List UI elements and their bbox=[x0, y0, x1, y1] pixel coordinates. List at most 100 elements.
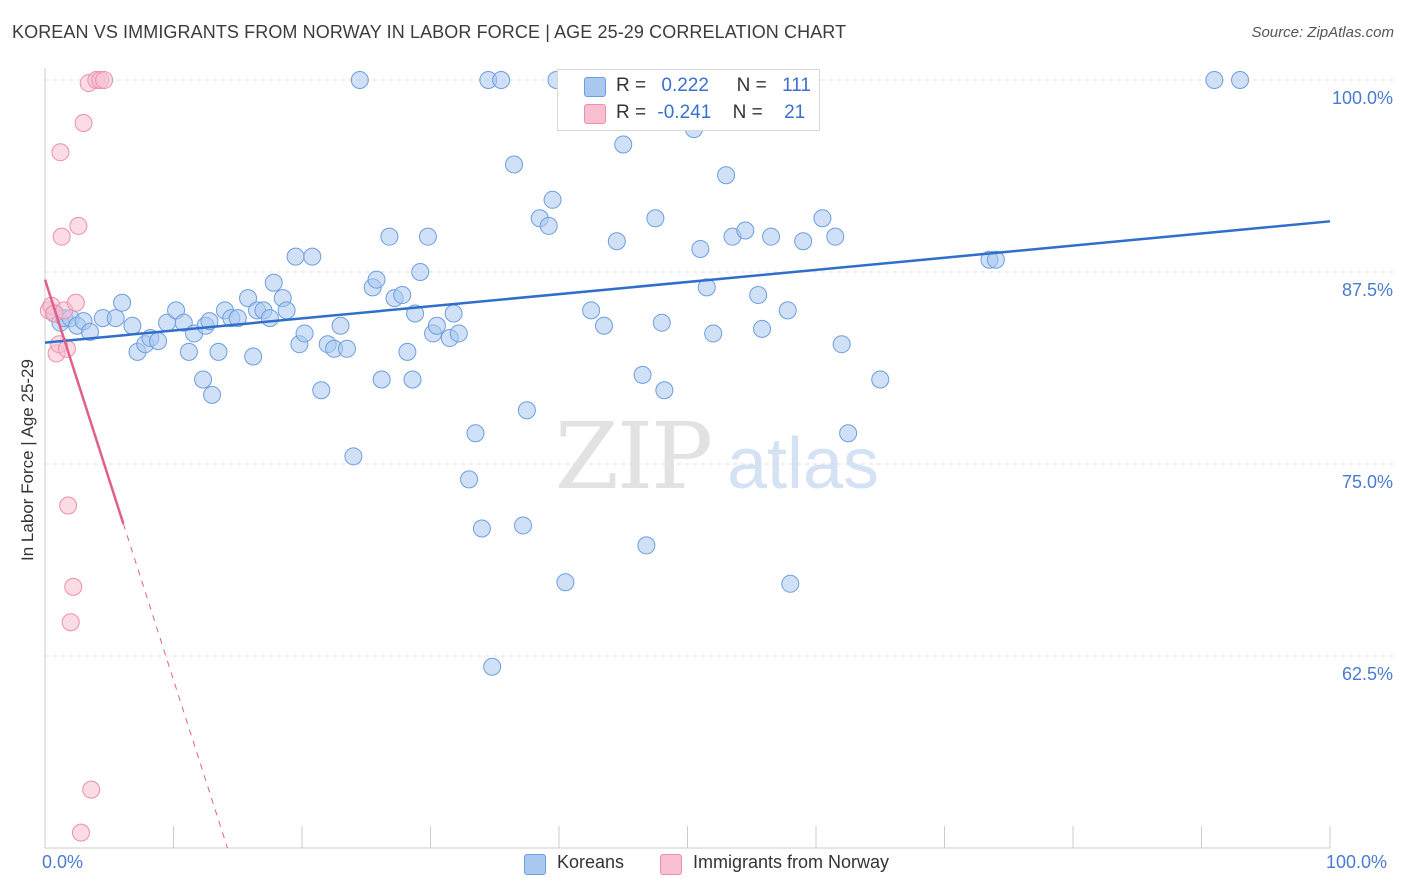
legend-item-koreans[interactable]: Koreans bbox=[524, 852, 624, 875]
n-value: 111 bbox=[782, 75, 811, 96]
axes bbox=[44, 68, 1331, 849]
norway-point bbox=[82, 780, 101, 799]
r-value: -0.241 bbox=[657, 102, 712, 123]
trend-lines bbox=[43, 220, 1331, 849]
korean-point bbox=[483, 657, 502, 676]
korean-point bbox=[286, 247, 305, 266]
r-value: 0.222 bbox=[661, 75, 709, 96]
korean-point bbox=[179, 342, 198, 361]
n-label: N = bbox=[732, 102, 763, 123]
korean-point bbox=[123, 316, 142, 335]
korean-point bbox=[203, 385, 222, 404]
korean-point bbox=[312, 381, 331, 400]
koreans-points bbox=[46, 71, 1250, 676]
korean-point bbox=[418, 227, 437, 246]
korean-point bbox=[239, 289, 258, 308]
y-tick-label: 62.5% bbox=[1342, 664, 1393, 684]
r-label: R = bbox=[616, 75, 647, 96]
korean-point bbox=[113, 293, 132, 312]
chart-title: KOREAN VS IMMIGRANTS FROM NORWAY IN LABO… bbox=[12, 22, 847, 42]
korean-point bbox=[1205, 71, 1224, 89]
korean-point bbox=[411, 263, 430, 281]
korean-point bbox=[778, 301, 797, 320]
norway-points bbox=[39, 71, 114, 842]
korean-point bbox=[403, 370, 422, 389]
y-tick-label: 75.0% bbox=[1342, 472, 1393, 492]
korean-point bbox=[398, 342, 417, 361]
legend-row-norway: R = -0.241 N = 21 bbox=[558, 101, 819, 127]
correlation-legend: R = 0.222 N = 111 R = -0.241 N = 21 bbox=[557, 69, 820, 131]
korean-point bbox=[582, 301, 601, 320]
korean-point bbox=[832, 335, 851, 354]
korean-point bbox=[749, 286, 768, 305]
korean-point bbox=[337, 339, 356, 358]
korean-point bbox=[691, 239, 710, 258]
korean-point bbox=[444, 304, 463, 323]
norway-point bbox=[74, 114, 93, 133]
korean-point bbox=[839, 424, 858, 443]
korean-point bbox=[344, 447, 363, 466]
korean-point bbox=[277, 301, 296, 320]
korean-point bbox=[303, 247, 322, 266]
korean-point bbox=[80, 322, 99, 341]
legend-text-norway: R = -0.241 N = 21 bbox=[616, 102, 805, 124]
norway-trend-line-extension bbox=[122, 523, 228, 849]
korean-point bbox=[372, 370, 391, 389]
korean-point bbox=[646, 209, 665, 228]
korean-point bbox=[871, 370, 890, 389]
watermark-zip: ZIP bbox=[555, 403, 711, 510]
korean-point bbox=[460, 470, 479, 489]
korean-point bbox=[556, 573, 575, 592]
koreans-swatch bbox=[524, 854, 546, 875]
korean-point bbox=[194, 370, 213, 389]
y-tick-label: 100.0% bbox=[1332, 88, 1393, 108]
norway-label: Immigrants from Norway bbox=[693, 852, 890, 872]
korean-point bbox=[813, 209, 832, 228]
norway-point bbox=[61, 613, 80, 632]
korean-point bbox=[260, 309, 279, 328]
source-label: Source: ZipAtlas.com bbox=[1251, 24, 1394, 41]
norway-point bbox=[59, 496, 78, 515]
norway-point bbox=[52, 227, 71, 246]
korean-point bbox=[717, 166, 736, 185]
korean-point bbox=[264, 273, 283, 292]
korean-point bbox=[514, 516, 533, 535]
korean-point bbox=[736, 221, 755, 240]
norway-swatch bbox=[660, 854, 682, 875]
norway-point bbox=[95, 71, 114, 89]
y-tick-labels: 100.0% 87.5% 75.0% 62.5% bbox=[1332, 88, 1393, 684]
r-label: R = bbox=[616, 102, 647, 123]
grid-lines bbox=[45, 79, 1395, 657]
norway-point bbox=[51, 143, 70, 162]
korean-point bbox=[753, 319, 772, 338]
norway-trend-line bbox=[43, 279, 125, 525]
korean-point bbox=[539, 216, 558, 235]
korean-point bbox=[472, 519, 491, 538]
legend-item-norway[interactable]: Immigrants from Norway bbox=[660, 852, 890, 875]
korean-point bbox=[655, 381, 674, 400]
korean-point bbox=[697, 278, 716, 297]
norway-point bbox=[71, 823, 90, 842]
korean-point bbox=[106, 309, 125, 328]
korean-point bbox=[543, 190, 562, 209]
korean-point bbox=[794, 232, 813, 251]
korean-point bbox=[149, 332, 168, 351]
legend-row-koreans: R = 0.222 N = 111 bbox=[558, 74, 819, 100]
korean-point bbox=[350, 71, 369, 89]
korean-point bbox=[466, 424, 485, 443]
korean-point bbox=[228, 309, 247, 328]
korean-point bbox=[393, 286, 412, 305]
korean-point bbox=[652, 313, 671, 332]
norway-point bbox=[64, 577, 83, 596]
korean-point bbox=[380, 227, 399, 246]
korean-point bbox=[492, 71, 511, 89]
korean-point bbox=[427, 316, 446, 335]
koreans-trend-line bbox=[44, 220, 1331, 344]
korean-point bbox=[614, 135, 633, 154]
series-legend: Koreans Immigrants from Norway bbox=[0, 852, 1406, 878]
korean-point bbox=[331, 316, 350, 335]
korean-point bbox=[209, 342, 228, 361]
korean-point bbox=[633, 365, 652, 384]
korean-point bbox=[295, 324, 314, 343]
korean-point bbox=[594, 316, 613, 335]
